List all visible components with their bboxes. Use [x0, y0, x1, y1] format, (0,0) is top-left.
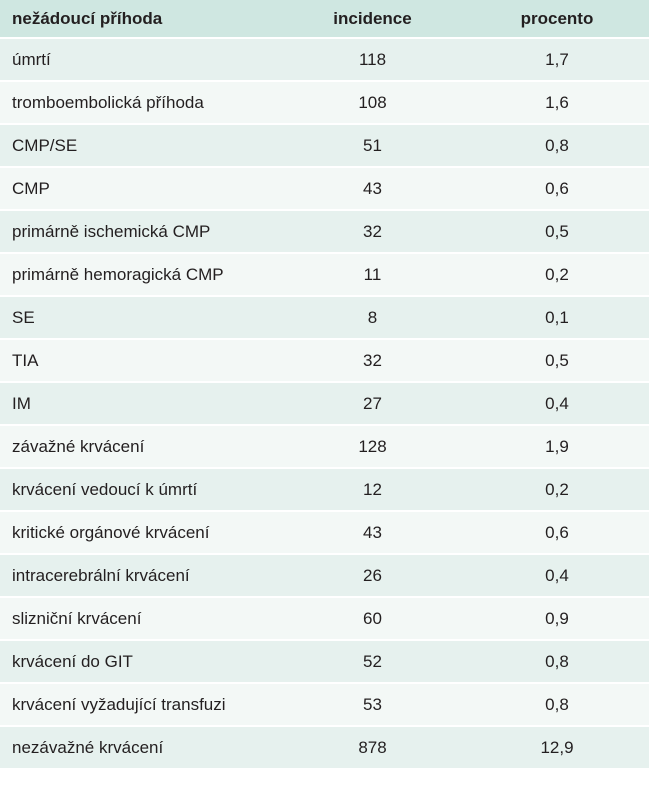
cell-percent: 0,2: [465, 467, 649, 511]
cell-adverse-event: intracerebrální krvácení: [0, 553, 280, 597]
table-row: nezávažné krvácení 878 12,9: [0, 725, 649, 768]
table-row: krvácení vedoucí k úmrtí 12 0,2: [0, 467, 649, 511]
table-row: krvácení vyžadující transfuzi 53 0,8: [0, 682, 649, 726]
cell-percent: 0,2: [465, 252, 649, 296]
cell-percent: 0,1: [465, 295, 649, 339]
cell-incidence: 26: [280, 553, 465, 597]
cell-percent: 0,8: [465, 123, 649, 167]
cell-incidence: 53: [280, 682, 465, 726]
cell-adverse-event: primárně hemoragická CMP: [0, 252, 280, 296]
cell-incidence: 12: [280, 467, 465, 511]
table-row: tromboembolická příhoda 108 1,6: [0, 80, 649, 124]
cell-percent: 1,6: [465, 80, 649, 124]
cell-adverse-event: primárně ischemická CMP: [0, 209, 280, 253]
cell-adverse-event: krvácení vyžadující transfuzi: [0, 682, 280, 726]
cell-adverse-event: tromboembolická příhoda: [0, 80, 280, 124]
table-row: TIA 32 0,5: [0, 338, 649, 382]
cell-adverse-event: kritické orgánové krvácení: [0, 510, 280, 554]
cell-incidence: 32: [280, 338, 465, 382]
table-row: primárně ischemická CMP 32 0,5: [0, 209, 649, 253]
cell-percent: 0,4: [465, 553, 649, 597]
cell-incidence: 52: [280, 639, 465, 683]
cell-incidence: 118: [280, 37, 465, 81]
table-row: IM 27 0,4: [0, 381, 649, 425]
cell-incidence: 43: [280, 166, 465, 210]
table-row: slizniční krvácení 60 0,9: [0, 596, 649, 640]
cell-adverse-event: krvácení vedoucí k úmrtí: [0, 467, 280, 511]
cell-incidence: 11: [280, 252, 465, 296]
table-row: intracerebrální krvácení 26 0,4: [0, 553, 649, 597]
cell-incidence: 128: [280, 424, 465, 468]
header-percent: procento: [465, 0, 649, 39]
table-row: krvácení do GIT 52 0,8: [0, 639, 649, 683]
header-row: nežádoucí příhoda incidence procento: [0, 0, 649, 39]
cell-incidence: 43: [280, 510, 465, 554]
table-row: CMP 43 0,6: [0, 166, 649, 210]
cell-percent: 0,8: [465, 682, 649, 726]
cell-adverse-event: nezávažné krvácení: [0, 725, 280, 768]
cell-percent: 0,5: [465, 209, 649, 253]
cell-incidence: 60: [280, 596, 465, 640]
cell-adverse-event: slizniční krvácení: [0, 596, 280, 640]
table-row: SE 8 0,1: [0, 295, 649, 339]
table-row: CMP/SE 51 0,8: [0, 123, 649, 167]
table-header: nežádoucí příhoda incidence procento: [0, 0, 649, 39]
cell-adverse-event: SE: [0, 295, 280, 339]
cell-percent: 0,6: [465, 510, 649, 554]
cell-percent: 1,7: [465, 37, 649, 81]
adverse-events-table: nežádoucí příhoda incidence procento úmr…: [0, 0, 649, 768]
cell-adverse-event: IM: [0, 381, 280, 425]
adverse-events-table-container: nežádoucí příhoda incidence procento úmr…: [0, 0, 649, 768]
cell-incidence: 878: [280, 725, 465, 768]
header-incidence: incidence: [280, 0, 465, 39]
header-adverse-event: nežádoucí příhoda: [0, 0, 280, 39]
table-row: závažné krvácení 128 1,9: [0, 424, 649, 468]
cell-incidence: 8: [280, 295, 465, 339]
cell-adverse-event: závažné krvácení: [0, 424, 280, 468]
cell-percent: 12,9: [465, 725, 649, 768]
table-row: úmrtí 118 1,7: [0, 37, 649, 81]
cell-adverse-event: úmrtí: [0, 37, 280, 81]
table-row: kritické orgánové krvácení 43 0,6: [0, 510, 649, 554]
cell-adverse-event: CMP: [0, 166, 280, 210]
cell-incidence: 27: [280, 381, 465, 425]
cell-adverse-event: CMP/SE: [0, 123, 280, 167]
cell-percent: 0,9: [465, 596, 649, 640]
cell-incidence: 108: [280, 80, 465, 124]
table-row: primárně hemoragická CMP 11 0,2: [0, 252, 649, 296]
cell-adverse-event: TIA: [0, 338, 280, 382]
cell-adverse-event: krvácení do GIT: [0, 639, 280, 683]
cell-percent: 0,6: [465, 166, 649, 210]
cell-percent: 0,5: [465, 338, 649, 382]
table-body: úmrtí 118 1,7 tromboembolická příhoda 108 1,6…: [0, 37, 649, 768]
cell-percent: 0,4: [465, 381, 649, 425]
cell-incidence: 32: [280, 209, 465, 253]
cell-percent: 1,9: [465, 424, 649, 468]
cell-incidence: 51: [280, 123, 465, 167]
cell-percent: 0,8: [465, 639, 649, 683]
